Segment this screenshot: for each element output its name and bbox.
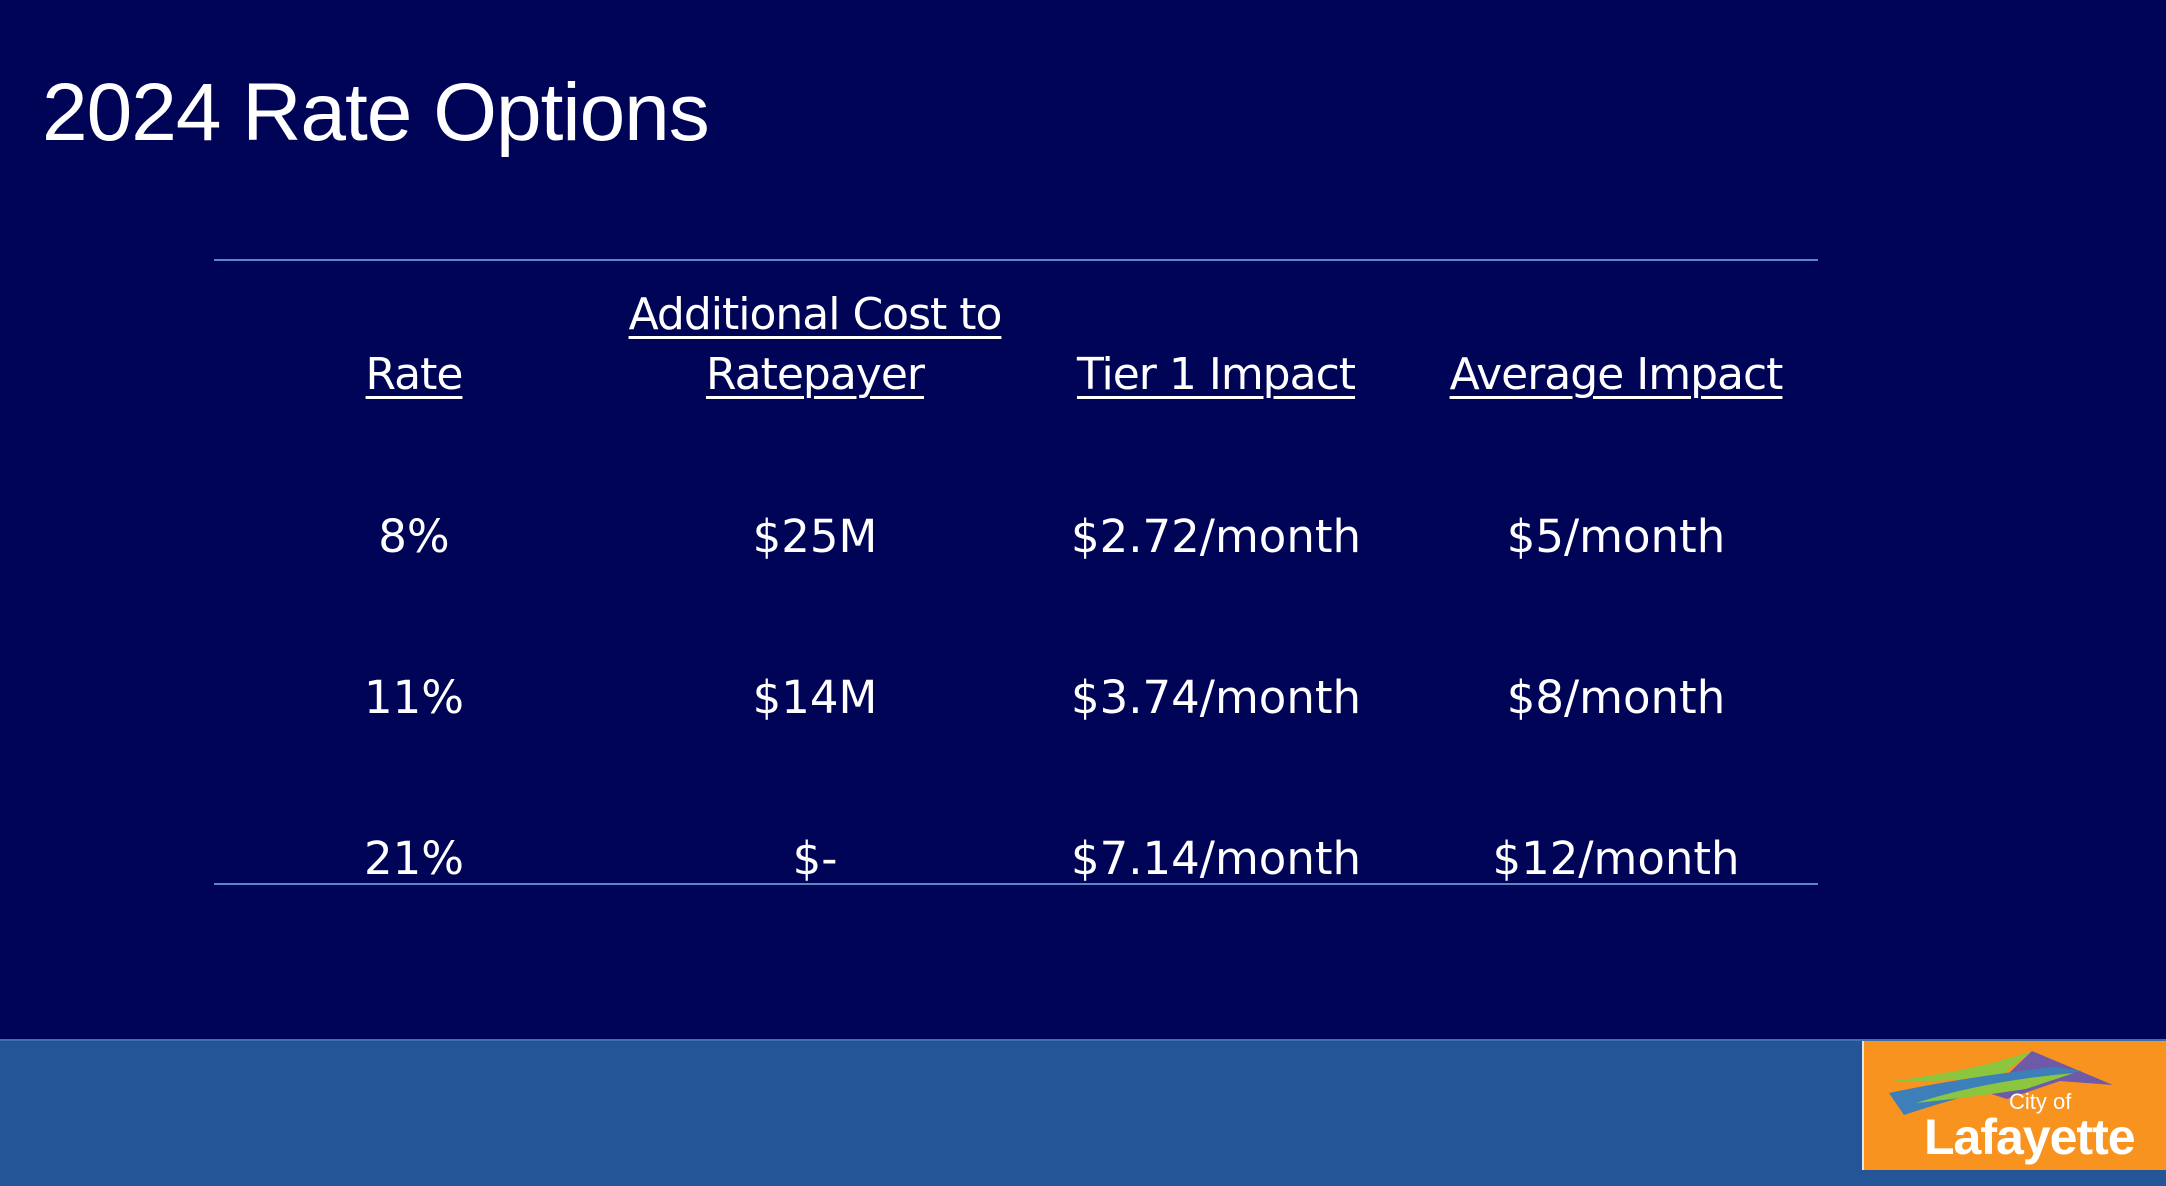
row-3-tier-1-impact: $7.14/month: [1070, 832, 1362, 885]
row-1-tier-1-impact: $2.72/month: [1070, 510, 1362, 563]
row-3-average-impact: $12/month: [1492, 832, 1740, 885]
row-1-rate: 8%: [378, 510, 450, 563]
header-rate: Rate: [365, 349, 464, 400]
header-tier-1-impact: Tier 1 Impact: [1076, 349, 1356, 400]
header-additional-cost: Additional Cost to Ratepayer: [605, 285, 1025, 405]
header-additional-cost-line-1: Additional Cost to: [628, 289, 1003, 340]
row-2-rate: 11%: [363, 671, 465, 724]
row-2-tier-1-impact: $3.74/month: [1070, 671, 1362, 724]
logo-text-lafayette: Lafayette: [1924, 1109, 2136, 1165]
row-2-additional-cost: $14M: [752, 671, 878, 724]
row-1-average-impact: $5/month: [1506, 510, 1726, 563]
header-average-impact: Average Impact: [1449, 349, 1784, 400]
footer-bar: [0, 1039, 2166, 1186]
row-1-additional-cost: $25M: [752, 510, 878, 563]
logo-text-city-of: City of: [2009, 1089, 2072, 1114]
row-3-rate: 21%: [363, 832, 465, 885]
row-3-additional-cost: $-: [792, 832, 838, 885]
rate-options-table: Rate Additional Cost to Ratepayer Tier 1…: [214, 259, 1818, 885]
logo-swoosh-icon: [1889, 1051, 2113, 1115]
slide-title: 2024 Rate Options: [42, 67, 710, 158]
row-2-average-impact: $8/month: [1506, 671, 1726, 724]
city-of-lafayette-logo: City of Lafayette: [1862, 1041, 2166, 1170]
header-additional-cost-line-2: Ratepayer: [706, 349, 925, 400]
